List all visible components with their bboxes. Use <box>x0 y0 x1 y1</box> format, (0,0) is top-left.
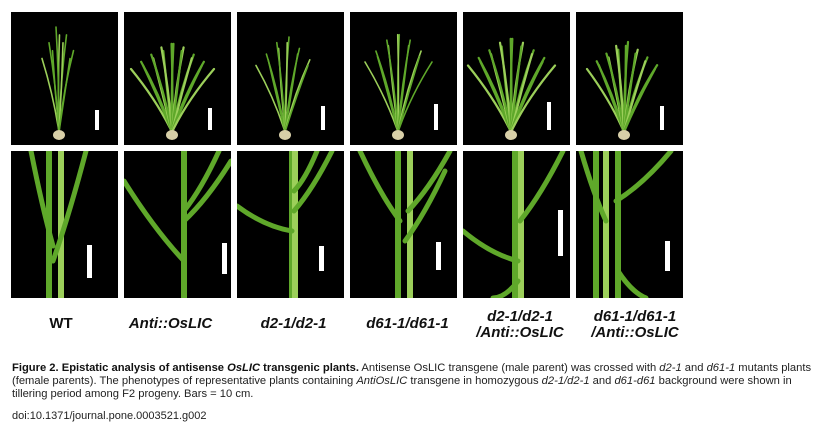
stem <box>518 151 524 298</box>
leaf-blade <box>396 33 400 133</box>
stem-photo-d61 <box>350 151 457 298</box>
roots <box>166 130 178 140</box>
stem-photo-d2-anti <box>463 151 570 298</box>
roots <box>53 130 65 140</box>
scale-bar <box>321 106 325 130</box>
stem <box>615 151 621 298</box>
scale-bar <box>208 108 212 130</box>
scale-bar <box>665 241 670 271</box>
stem-photo-wt <box>11 151 118 298</box>
plant-photo-d2-anti <box>463 12 570 145</box>
leaf-blade <box>170 67 216 134</box>
label-d61: d61-1/d61-1 <box>366 315 449 332</box>
stem <box>292 151 298 298</box>
figure-caption: Figure 2. Epistatic analysis of antisens… <box>12 362 812 401</box>
leaf-blade <box>237 203 295 234</box>
scale-bar <box>95 110 99 130</box>
scale-bar <box>547 102 551 130</box>
figure-panels <box>11 12 683 298</box>
stem <box>407 151 413 298</box>
label-d61-anti-line2: /Anti::OsLIC <box>591 324 679 341</box>
scale-bar <box>87 245 92 278</box>
label-d61-anti-line1: d61-1/d61-1 <box>593 308 677 325</box>
label-anti-oslic: Anti::OsLIC <box>128 315 213 332</box>
caption-title: Figure 2. Epistatic analysis of antisens… <box>12 362 359 374</box>
roots <box>279 130 291 140</box>
roots <box>505 130 517 140</box>
leaf-blade <box>397 61 433 133</box>
label-d61-anti: d61-1/d61-1 /Anti::OsLIC <box>575 309 695 341</box>
stem <box>603 151 609 298</box>
leaf-blade <box>402 168 448 244</box>
stem <box>593 151 599 298</box>
plant-photo-d61 <box>350 12 457 145</box>
leaf-blade <box>284 64 309 133</box>
leaf-blade <box>463 228 521 264</box>
label-d2-anti: d2-1/d2-1 /Anti::OsLIC <box>465 309 575 341</box>
label-d2-anti-line2: /Anti::OsLIC <box>476 324 564 341</box>
leaf-blade <box>490 278 521 298</box>
label-wt: WT <box>49 315 73 332</box>
leaf-blade <box>357 151 403 224</box>
leaf-blade <box>291 151 320 194</box>
scale-bar <box>434 104 438 130</box>
leaf-blade <box>613 151 674 204</box>
stem <box>395 151 401 298</box>
stem <box>181 151 187 298</box>
plant-photo-d2 <box>237 12 344 145</box>
leaf-blade <box>124 178 187 264</box>
leaf-blade <box>509 64 557 134</box>
stem <box>512 151 518 298</box>
roots <box>618 130 630 140</box>
scale-bar <box>436 242 441 270</box>
leaf-blade <box>615 268 649 298</box>
leaf-blade <box>291 151 335 214</box>
scale-bar <box>222 243 227 274</box>
plant-photo-wt <box>11 12 118 145</box>
stem <box>58 151 64 298</box>
leaf-blade <box>50 151 89 264</box>
stem-photo-anti-oslic <box>124 151 231 298</box>
scale-bar <box>660 106 664 130</box>
leaf-blade <box>181 151 222 214</box>
caption-doi: doi:10.1371/journal.pone.0003521.g002 <box>12 410 207 422</box>
leaf-blade <box>622 67 657 134</box>
leaf-blade <box>517 151 566 224</box>
label-d2-anti-line1: d2-1/d2-1 <box>487 308 553 325</box>
leaf-blade <box>578 151 609 224</box>
roots <box>392 130 404 140</box>
scale-bar <box>558 210 563 256</box>
label-d2: d2-1/d2-1 <box>260 315 327 332</box>
leaf-blade <box>181 158 231 224</box>
plant-photo-d61-anti <box>576 12 683 145</box>
leaf-blade <box>28 151 56 249</box>
leaf-blade <box>405 151 453 214</box>
plant-photo-anti-oslic <box>124 12 231 145</box>
leaf-blade <box>58 57 71 133</box>
stem-photo-d61-anti <box>576 151 683 298</box>
scale-bar <box>319 246 324 271</box>
stem-photo-d2 <box>237 151 344 298</box>
